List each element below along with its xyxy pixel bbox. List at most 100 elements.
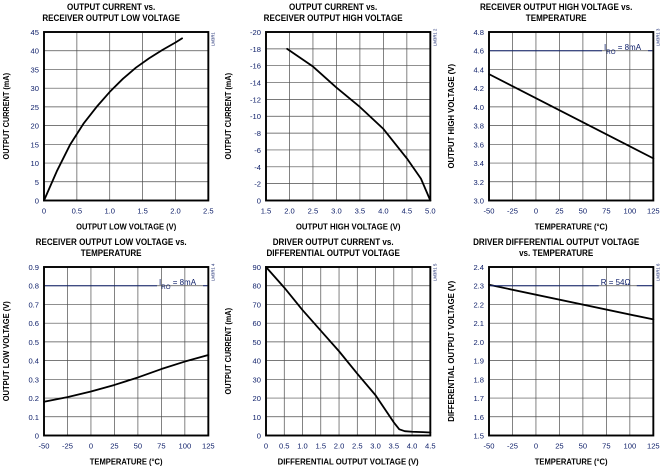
svg-text:0.2: 0.2 <box>28 394 39 403</box>
svg-text:TEMPERATURE (°C): TEMPERATURE (°C) <box>90 457 163 466</box>
svg-text:30: 30 <box>253 375 261 384</box>
svg-text:DIFFERENTIAL OUTPUT VOLTAGE (V: DIFFERENTIAL OUTPUT VOLTAGE (V) <box>278 457 419 466</box>
svg-text:2.0: 2.0 <box>170 206 181 215</box>
svg-text:4.5: 4.5 <box>402 206 413 215</box>
svg-text:TEMPERATURE (°C): TEMPERATURE (°C) <box>534 457 607 466</box>
svg-text:3.6: 3.6 <box>473 140 484 149</box>
svg-text:100: 100 <box>623 441 636 450</box>
svg-text:0.6: 0.6 <box>28 319 39 328</box>
svg-text:0.5: 0.5 <box>28 337 39 346</box>
svg-text:3.0: 3.0 <box>473 196 484 205</box>
svg-text:5: 5 <box>35 178 39 187</box>
svg-text:-4: -4 <box>255 163 262 172</box>
svg-text:2.5: 2.5 <box>308 206 319 215</box>
svg-text:LM3R1 4: LM3R1 4 <box>210 263 215 281</box>
svg-text:1.7: 1.7 <box>473 394 484 403</box>
svg-text:25: 25 <box>555 441 563 450</box>
svg-text:30: 30 <box>31 84 39 93</box>
svg-text:4.6: 4.6 <box>473 47 484 56</box>
svg-text:1.6: 1.6 <box>473 412 484 421</box>
svg-text:-2: -2 <box>255 180 262 189</box>
svg-text:0: 0 <box>42 206 46 215</box>
svg-text:OUTPUT HIGH VOLTAGE (V): OUTPUT HIGH VOLTAGE (V) <box>296 222 401 231</box>
svg-text:25: 25 <box>555 206 563 215</box>
svg-text:OUTPUT HIGH VOLTAGE (V): OUTPUT HIGH VOLTAGE (V) <box>447 64 456 169</box>
svg-text:25: 25 <box>110 441 118 450</box>
svg-text:75: 75 <box>157 441 165 450</box>
svg-text:50: 50 <box>253 337 261 346</box>
svg-text:-12: -12 <box>250 95 261 104</box>
svg-text:4.0: 4.0 <box>473 103 484 112</box>
svg-text:-10: -10 <box>250 112 261 121</box>
svg-text:10: 10 <box>253 412 261 421</box>
svg-text:3.2: 3.2 <box>473 178 484 187</box>
svg-text:3.5: 3.5 <box>389 441 400 450</box>
svg-text:4.2: 4.2 <box>473 84 484 93</box>
svg-text:2.1: 2.1 <box>473 319 484 328</box>
svg-text:0.4: 0.4 <box>28 356 39 365</box>
svg-text:0: 0 <box>264 441 268 450</box>
svg-text:TEMPERATURE: TEMPERATURE <box>525 12 586 23</box>
svg-text:DIFFERENTIAL OUTPUT VOLTAGE: DIFFERENTIAL OUTPUT VOLTAGE <box>267 247 400 258</box>
svg-text:4.4: 4.4 <box>473 65 484 74</box>
svg-text:10: 10 <box>31 159 39 168</box>
svg-text:1.5: 1.5 <box>261 206 272 215</box>
svg-text:3.8: 3.8 <box>473 122 484 131</box>
svg-text:125: 125 <box>647 206 660 215</box>
svg-text:2.3: 2.3 <box>473 281 484 290</box>
svg-text:50: 50 <box>578 206 586 215</box>
svg-text:DIFFERENTIAL OUTPUT VOLTAGE (V: DIFFERENTIAL OUTPUT VOLTAGE (V) <box>447 280 456 421</box>
svg-text:20: 20 <box>31 122 39 131</box>
svg-text:RECEIVER OUTPUT HIGH VOLTAGE: RECEIVER OUTPUT HIGH VOLTAGE <box>264 12 403 23</box>
svg-text:DRIVER DIFFERENTIAL OUTPUT VOL: DRIVER DIFFERENTIAL OUTPUT VOLTAGE <box>473 236 639 247</box>
svg-text:100: 100 <box>179 441 192 450</box>
svg-text:-6: -6 <box>255 146 262 155</box>
svg-text:-50: -50 <box>483 441 494 450</box>
svg-text:125: 125 <box>647 441 660 450</box>
svg-text:1.5: 1.5 <box>316 441 327 450</box>
svg-text:0: 0 <box>35 431 39 440</box>
svg-text:OUTPUT CURRENT (mA): OUTPUT CURRENT (mA) <box>2 73 11 160</box>
svg-text:35: 35 <box>31 65 39 74</box>
svg-text:TEMPERATURE (°C): TEMPERATURE (°C) <box>534 222 607 231</box>
svg-text:1.8: 1.8 <box>473 375 484 384</box>
svg-text:2.5: 2.5 <box>352 441 363 450</box>
svg-text:15: 15 <box>31 140 39 149</box>
svg-text:1.9: 1.9 <box>473 356 484 365</box>
svg-text:-25: -25 <box>62 441 73 450</box>
svg-text:-18: -18 <box>250 45 261 54</box>
svg-text:-14: -14 <box>250 79 261 88</box>
svg-text:DRIVER OUTPUT CURRENT vs.: DRIVER OUTPUT CURRENT vs. <box>273 236 394 247</box>
svg-text:4.8: 4.8 <box>473 28 484 37</box>
svg-text:3.0: 3.0 <box>331 206 342 215</box>
svg-text:45: 45 <box>31 28 39 37</box>
svg-text:0.3: 0.3 <box>28 375 39 384</box>
svg-text:-25: -25 <box>507 206 518 215</box>
svg-text:125: 125 <box>202 441 215 450</box>
svg-text:80: 80 <box>253 281 261 290</box>
svg-text:TEMPERATURE: TEMPERATURE <box>81 247 142 258</box>
svg-text:vs. TEMPERATURE: vs. TEMPERATURE <box>519 247 593 258</box>
svg-text:4.5: 4.5 <box>425 441 436 450</box>
svg-text:0: 0 <box>89 441 93 450</box>
svg-text:0.9: 0.9 <box>28 263 39 272</box>
svg-text:-8: -8 <box>255 129 262 138</box>
svg-text:40: 40 <box>253 356 261 365</box>
svg-text:LM3R1 6: LM3R1 6 <box>655 263 660 281</box>
svg-text:2.0: 2.0 <box>285 206 296 215</box>
svg-text:LM3R1: LM3R1 <box>210 32 215 46</box>
svg-text:1.0: 1.0 <box>298 441 309 450</box>
svg-text:-20: -20 <box>250 28 261 37</box>
svg-text:75: 75 <box>602 206 610 215</box>
svg-text:-16: -16 <box>250 62 261 71</box>
svg-text:20: 20 <box>253 394 261 403</box>
svg-text:OUTPUT CURRENT (mA): OUTPUT CURRENT (mA) <box>224 73 233 160</box>
svg-text:50: 50 <box>134 441 142 450</box>
svg-text:OUTPUT LOW VOLTAGE (V): OUTPUT LOW VOLTAGE (V) <box>76 222 176 231</box>
svg-text:50: 50 <box>578 441 586 450</box>
svg-text:LM3R1 2: LM3R1 2 <box>433 28 438 46</box>
svg-text:3.0: 3.0 <box>371 441 382 450</box>
svg-text:R = 54Ω: R = 54Ω <box>600 277 630 286</box>
svg-text:0: 0 <box>35 196 39 205</box>
svg-text:OUTPUT LOW VOLTAGE (V): OUTPUT LOW VOLTAGE (V) <box>2 300 11 400</box>
